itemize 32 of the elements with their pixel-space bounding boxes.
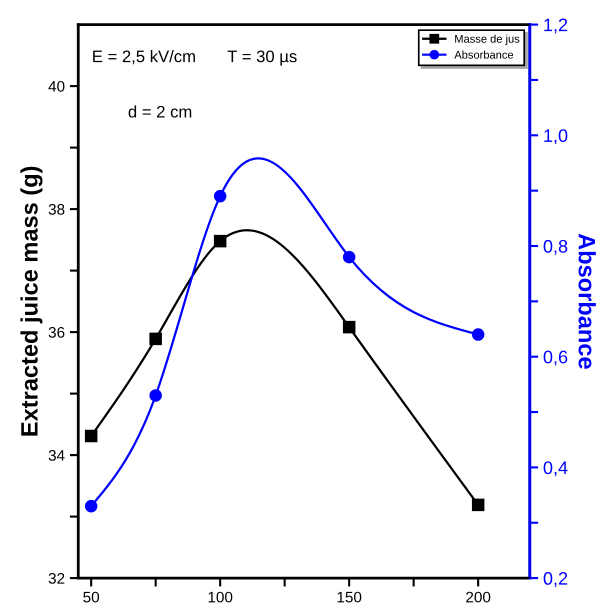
point bbox=[214, 190, 226, 202]
y-axis-title: Extracted juice mass (g) bbox=[20, 166, 43, 436]
x-tick-label: 100 bbox=[208, 592, 232, 603]
x-tick-label: 150 bbox=[338, 592, 362, 603]
point bbox=[149, 332, 162, 346]
point bbox=[472, 498, 484, 512]
y2-axis-title: Absorbance bbox=[578, 234, 596, 369]
point bbox=[472, 328, 484, 341]
y-tick-label: 36 bbox=[48, 326, 64, 338]
y2-tick-label: 1,0 bbox=[544, 129, 568, 144]
y2-tick-label: 1,2 bbox=[544, 18, 568, 34]
legend-label: Absorbance bbox=[454, 50, 514, 59]
y-tick-label: 38 bbox=[48, 204, 64, 215]
y2-tick-label: 0,8 bbox=[544, 240, 568, 255]
y2-tick-label: 0,4 bbox=[544, 461, 568, 476]
point bbox=[214, 234, 226, 248]
y-tick-label: 32 bbox=[48, 572, 64, 584]
point bbox=[149, 389, 162, 402]
x-tick-label: 200 bbox=[466, 592, 490, 603]
point bbox=[84, 430, 98, 442]
annotation: d = 2 cm bbox=[128, 105, 192, 118]
annotation: E = 2,5 kV/cm bbox=[93, 50, 195, 64]
y2-tick-label: 0,2 bbox=[544, 572, 568, 587]
x-tick-label: 50 bbox=[83, 592, 100, 603]
legend-label: Masse de jus bbox=[455, 34, 520, 45]
y2-tick-label: 0,6 bbox=[544, 350, 568, 366]
point bbox=[342, 320, 356, 334]
y-tick-label: 34 bbox=[48, 450, 65, 461]
point bbox=[342, 250, 356, 264]
annotation: T = 30 µs bbox=[228, 50, 297, 66]
point bbox=[84, 500, 98, 512]
y-tick-label: 40 bbox=[48, 80, 64, 92]
